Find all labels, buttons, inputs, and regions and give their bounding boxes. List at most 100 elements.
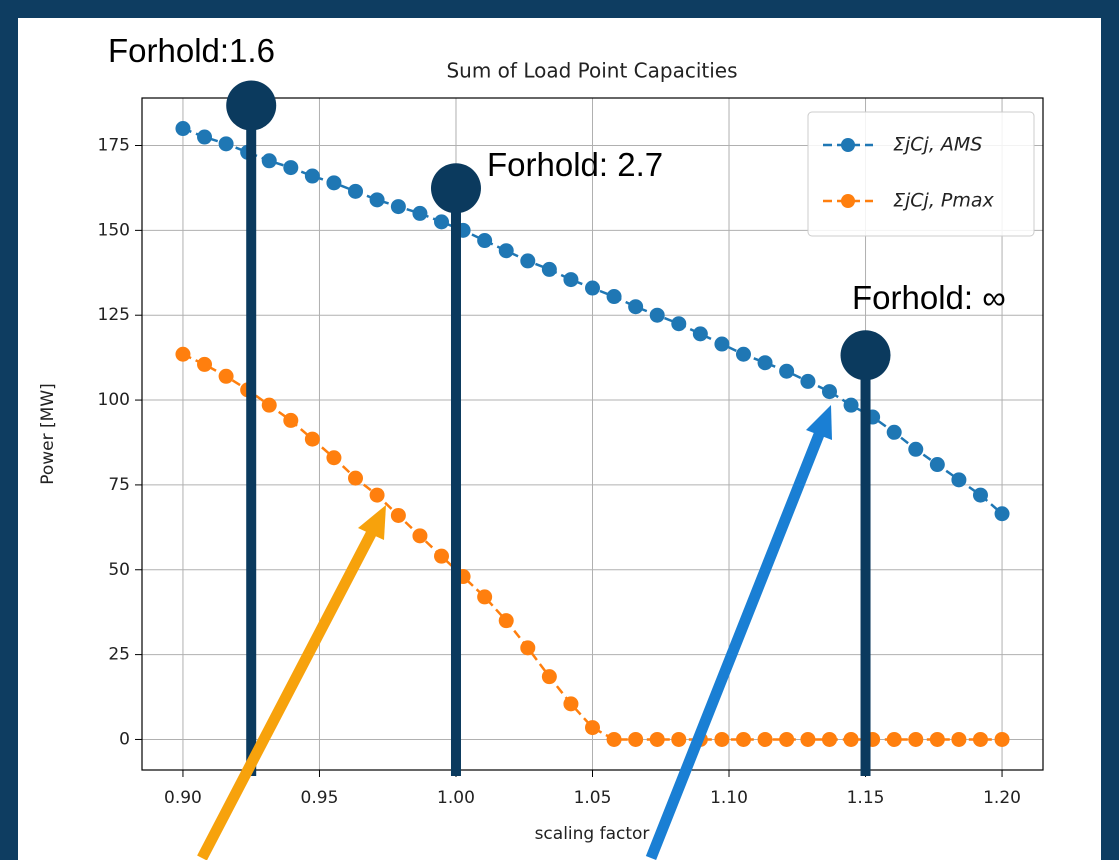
point [541,669,557,685]
annotation-dot [226,80,277,131]
point [326,450,342,466]
x-axis-label: scaling factor [535,824,650,844]
point [649,731,665,747]
arrow-head [806,405,832,440]
point [692,326,708,342]
point [541,261,557,277]
orange-arrow [197,505,386,860]
point [843,397,859,413]
blue-arrow [645,405,832,860]
point [908,731,924,747]
arrow-shaft [197,527,378,860]
point [886,424,902,440]
point [800,373,816,389]
point [369,487,385,503]
y-tick-label: 125 [98,305,130,325]
point [714,731,730,747]
arrow-shaft [645,429,826,860]
point [585,720,600,736]
point [261,153,277,169]
point [175,121,191,137]
point [197,356,213,372]
point [498,243,514,259]
y-tick-label: 50 [108,560,130,580]
annotation-dot [840,330,891,381]
annotation-label: Forhold: 2.7 [487,146,663,183]
point [326,175,342,191]
point [477,233,493,249]
point [283,412,299,428]
point [757,355,773,371]
point [886,731,902,747]
point [412,528,428,544]
y-axis-label: Power [MW] [38,383,58,485]
point [821,731,837,747]
axes-frame [141,97,1044,771]
point [951,472,967,488]
point [563,272,579,288]
point [498,613,514,629]
point [434,548,450,564]
point [348,183,364,199]
point [994,731,1010,747]
point [671,316,687,332]
point [218,136,234,152]
point [757,731,773,747]
point [779,363,795,379]
x-tick-label: 1.05 [574,788,612,808]
point [390,507,406,523]
point [908,441,924,457]
point [628,299,644,315]
point [304,168,320,184]
point [628,731,644,747]
y-tick-label: 75 [108,475,130,495]
y-tick-label: 175 [98,136,130,156]
point [348,470,364,486]
point [649,307,665,323]
point [972,731,988,747]
arrow-head [358,505,386,540]
point [585,280,600,296]
point [283,160,299,176]
point [800,731,816,747]
point [735,731,751,747]
point [261,397,277,413]
x-tick-label: 1.20 [983,788,1021,808]
annotation-label: Forhold:1.6 [108,32,275,69]
point [606,731,622,747]
point [390,199,406,215]
point [929,457,945,473]
point [412,205,428,221]
y-tick-label: 150 [98,220,130,240]
legend-marker [841,194,855,208]
point [994,506,1010,522]
point [821,384,837,400]
legend-label: ΣjCj, AMS [893,134,982,156]
point [779,731,795,747]
annotation-label: Forhold: ∞ [852,279,1006,316]
point [671,731,687,747]
x-tick-label: 0.90 [164,788,202,808]
point [197,129,213,145]
x-tick-label: 1.10 [710,788,748,808]
annotations [226,80,891,776]
point [735,346,751,362]
legend-box [807,111,1035,237]
legend-label: ΣjCj, Pmax [893,190,995,212]
point [434,214,450,230]
y-tick-label: 100 [98,390,130,410]
point [175,346,191,362]
point [520,253,536,269]
chart-title: Sum of Load Point Capacities [446,59,737,83]
x-tick-label: 1.15 [847,788,885,808]
point [606,289,622,305]
point [304,431,320,447]
point [369,192,385,208]
point [520,640,536,656]
point [714,336,730,352]
y-tick-label: 0 [119,729,130,749]
point [951,731,967,747]
point [972,487,988,503]
